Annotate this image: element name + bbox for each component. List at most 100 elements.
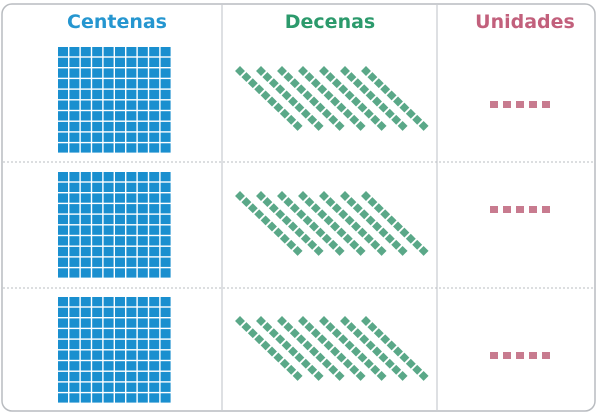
block-cell [58, 351, 68, 360]
block-cell [104, 193, 114, 202]
block-cell [138, 318, 148, 327]
block-cell [92, 204, 102, 213]
block-cell [126, 204, 136, 213]
block-cell [81, 68, 91, 77]
block-cell [92, 143, 102, 152]
block-cell [81, 308, 91, 317]
block-cell [138, 329, 148, 338]
block-cell [161, 247, 171, 256]
block-cell [69, 393, 79, 402]
block-cell [104, 329, 114, 338]
block-cell [69, 226, 79, 235]
block-cell [126, 236, 136, 245]
block-cell [115, 58, 125, 67]
block-cell [149, 268, 159, 277]
block-cell [126, 383, 136, 392]
block-cell [126, 68, 136, 77]
block-cell [138, 122, 148, 131]
block-cell [138, 101, 148, 110]
block-cell [104, 340, 114, 349]
block-cell [161, 47, 171, 56]
block-cell [138, 58, 148, 67]
block-cell [69, 47, 79, 56]
block-cell [104, 297, 114, 306]
block-cell [161, 204, 171, 213]
unit-cube [516, 101, 524, 108]
block-cell [149, 58, 159, 67]
block-cell [115, 258, 125, 267]
block-cell [138, 68, 148, 77]
block-cell [92, 172, 102, 181]
block-cell [81, 101, 91, 110]
unit-cube [503, 101, 511, 108]
block-cell [104, 268, 114, 277]
block-cell [58, 79, 68, 88]
block-cell [69, 372, 79, 381]
block-cell [161, 258, 171, 267]
block-cell [81, 215, 91, 224]
block-cell [161, 193, 171, 202]
block-cell [58, 172, 68, 181]
block-cell [149, 183, 159, 192]
block-cell [58, 247, 68, 256]
block-cell [104, 372, 114, 381]
block-cell [69, 90, 79, 99]
block-cell [92, 329, 102, 338]
block-cell [138, 204, 148, 213]
block-cell [138, 351, 148, 360]
block-cell [115, 297, 125, 306]
block-cell [149, 372, 159, 381]
block-cell [161, 268, 171, 277]
block-cell [81, 297, 91, 306]
block-cell [149, 361, 159, 370]
block-cell [161, 172, 171, 181]
block-cell [69, 236, 79, 245]
block-cell [161, 340, 171, 349]
block-cell [69, 204, 79, 213]
block-cell [104, 393, 114, 402]
block-cell [58, 393, 68, 402]
block-cell [81, 133, 91, 142]
block-cell [104, 258, 114, 267]
block-cell [115, 329, 125, 338]
block-cell [138, 258, 148, 267]
block-cell [92, 101, 102, 110]
block-cell [115, 308, 125, 317]
block-cell [126, 340, 136, 349]
block-cell [149, 308, 159, 317]
block-cell [69, 268, 79, 277]
block-cell [126, 47, 136, 56]
block-cell [149, 297, 159, 306]
block-cell [81, 318, 91, 327]
block-cell [104, 226, 114, 235]
block-cell [138, 340, 148, 349]
block-cell [81, 204, 91, 213]
block-cell [126, 297, 136, 306]
block-cell [161, 361, 171, 370]
block-cell [81, 47, 91, 56]
block-cell [104, 183, 114, 192]
block-cell [92, 268, 102, 277]
block-cell [104, 111, 114, 120]
block-cell [115, 226, 125, 235]
block-cell [115, 172, 125, 181]
block-cell [69, 318, 79, 327]
column-header: Unidades [475, 11, 575, 33]
block-cell [161, 143, 171, 152]
block-cell [138, 79, 148, 88]
block-cell [126, 308, 136, 317]
block-cell [69, 122, 79, 131]
block-cell [126, 122, 136, 131]
block-cell [58, 258, 68, 267]
block-cell [104, 236, 114, 245]
block-cell [58, 372, 68, 381]
block-cell [104, 361, 114, 370]
block-cell [92, 340, 102, 349]
block-cell [138, 47, 148, 56]
block-cell [81, 111, 91, 120]
block-cell [58, 47, 68, 56]
block-cell [69, 111, 79, 120]
block-cell [81, 351, 91, 360]
block-cell [126, 143, 136, 152]
block-cell [149, 247, 159, 256]
